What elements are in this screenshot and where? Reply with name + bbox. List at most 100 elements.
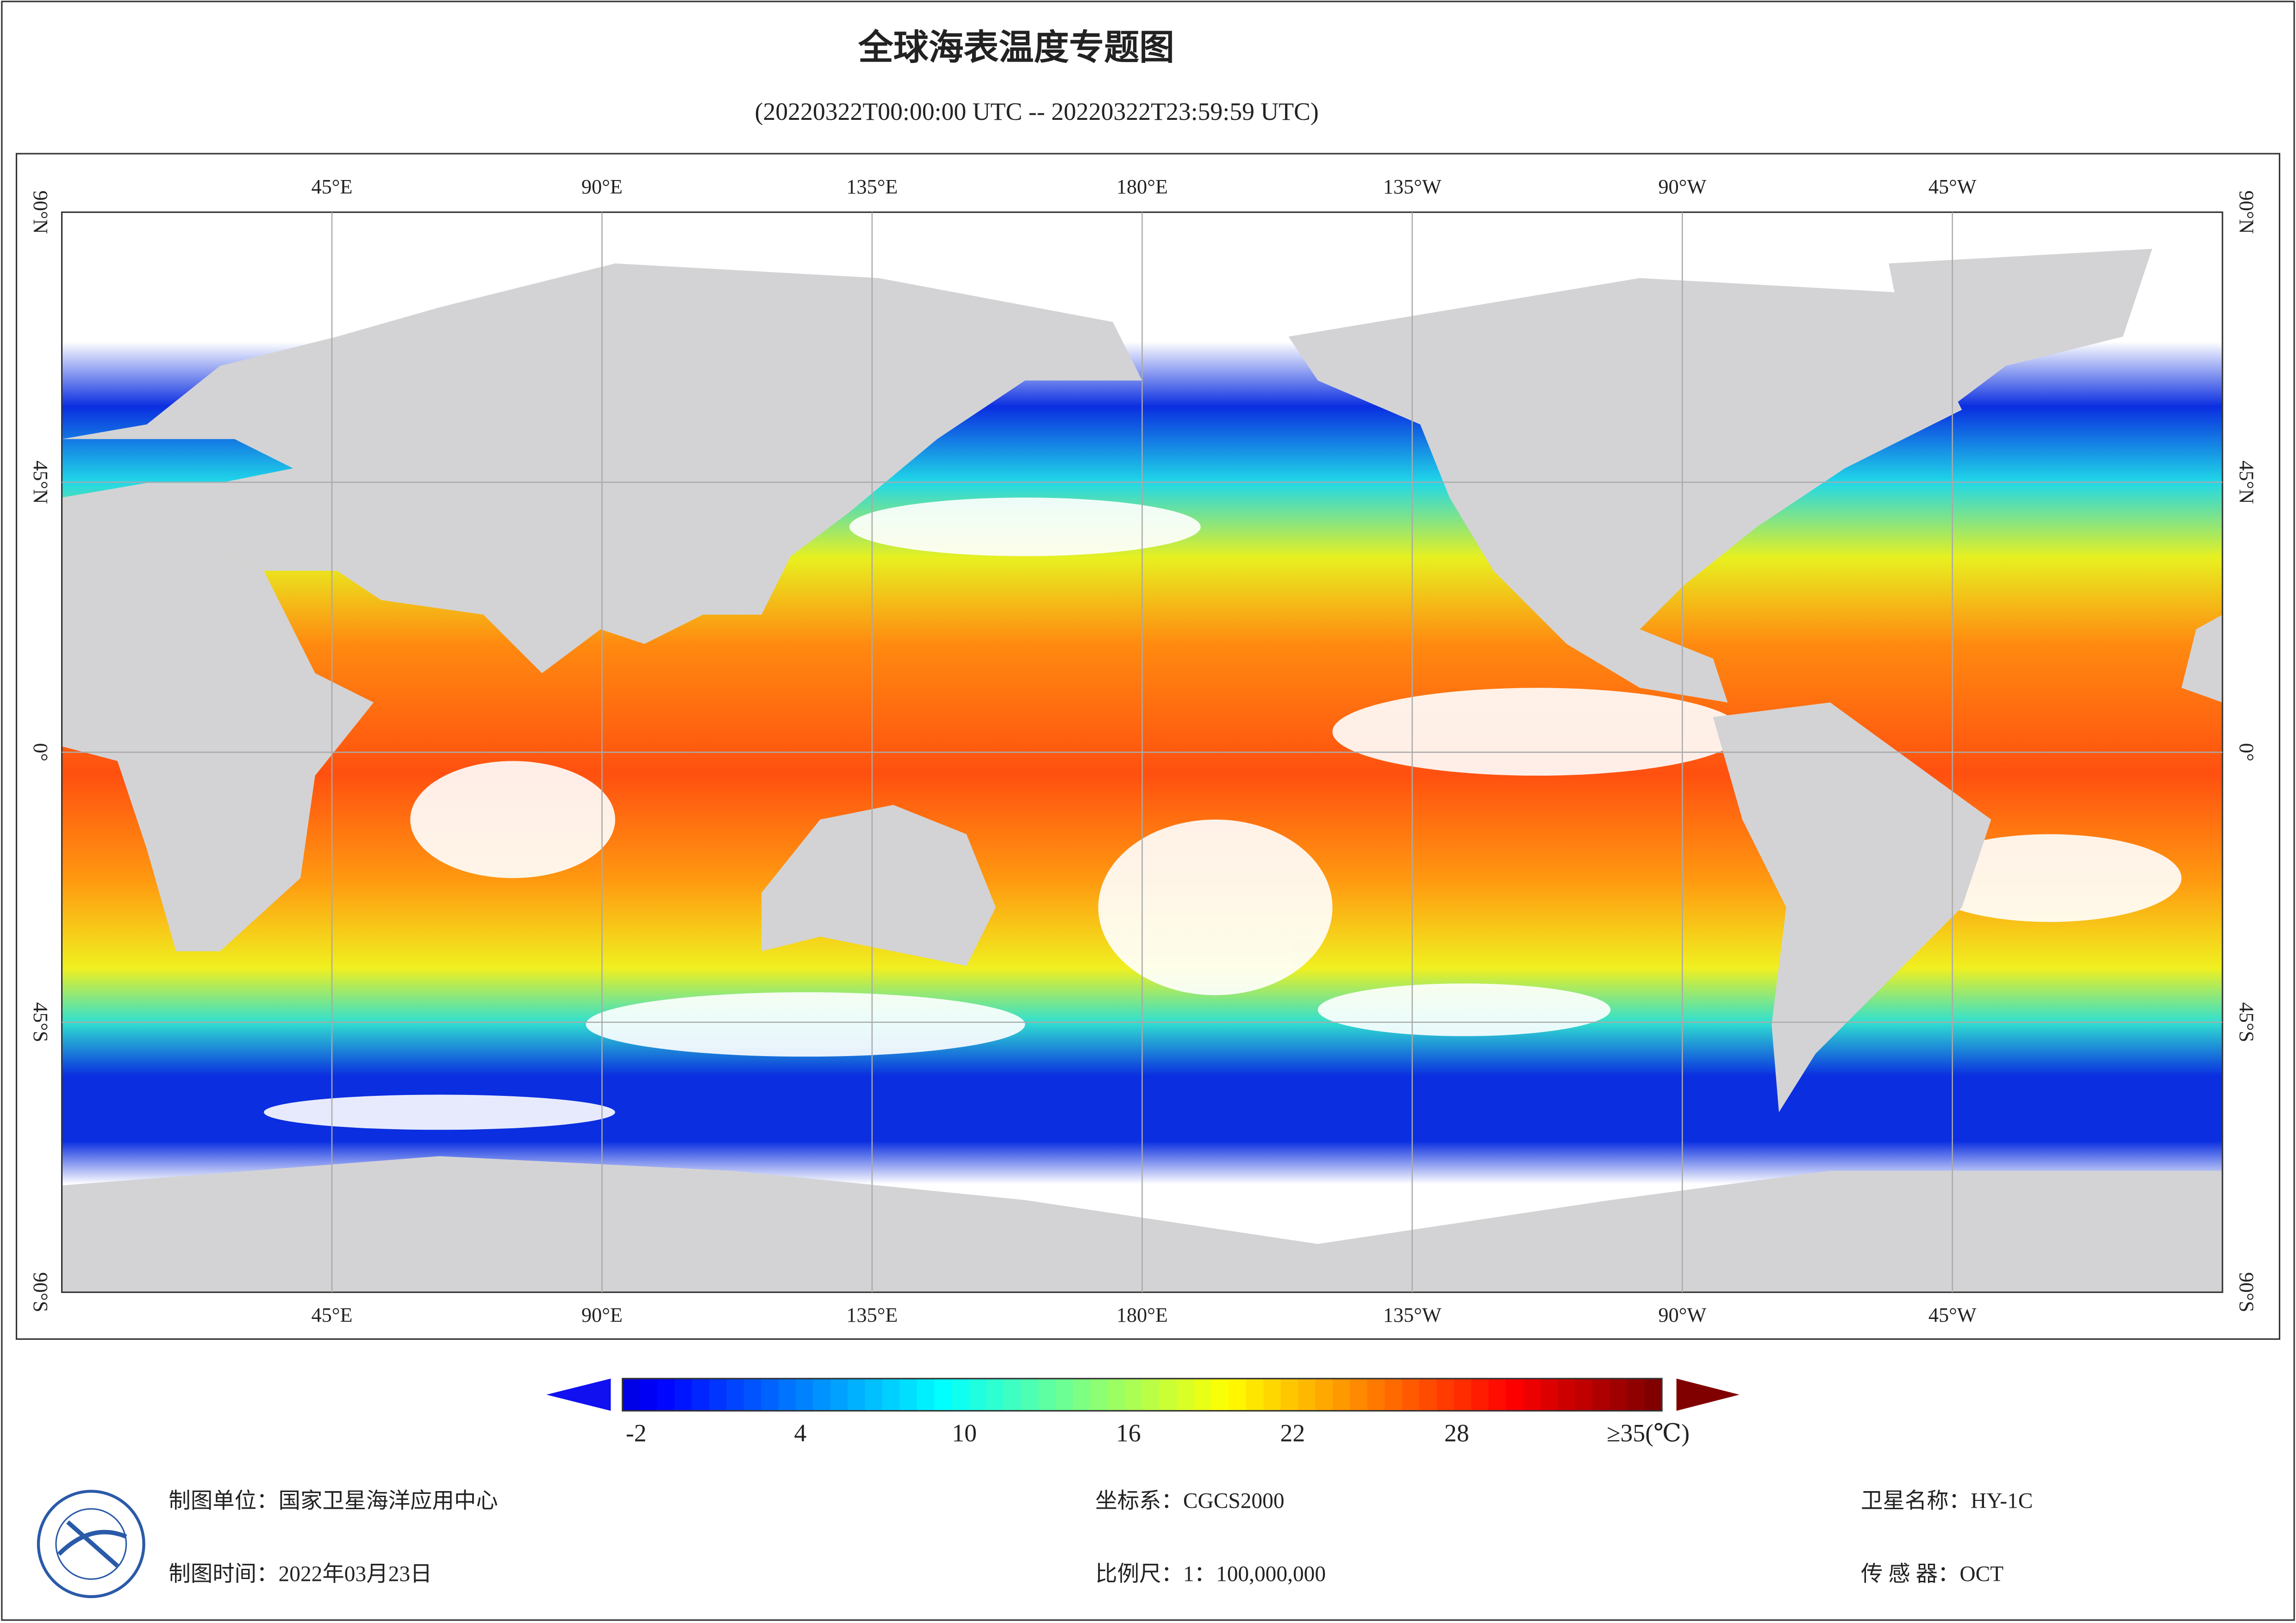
logo-ring bbox=[37, 1490, 145, 1598]
lon-label-bottom: 180°E bbox=[1117, 1304, 1168, 1326]
logo-mark bbox=[57, 1520, 127, 1568]
colorbar-cell bbox=[813, 1378, 831, 1411]
colorbar-cell bbox=[1575, 1378, 1593, 1411]
footer-satellite: 卫星名称：HY-1C bbox=[1861, 1489, 2033, 1513]
colorbar-tick-label: 4 bbox=[794, 1419, 806, 1447]
colorbar-cell bbox=[917, 1378, 935, 1411]
colorbar-cell bbox=[1298, 1378, 1316, 1411]
lon-label-bottom: 90°W bbox=[1658, 1304, 1706, 1326]
colorbar-cell bbox=[692, 1378, 710, 1411]
lat-label-right: 45°S bbox=[2235, 1002, 2258, 1043]
lon-label-top: 135°E bbox=[846, 175, 898, 198]
footer-crs: 坐标系：CGCS2000 bbox=[1095, 1489, 1284, 1513]
colorbar-cell bbox=[778, 1378, 797, 1411]
lat-label-right: 0° bbox=[2235, 743, 2258, 762]
colorbar-cell bbox=[1627, 1378, 1646, 1411]
colorbar-cell bbox=[622, 1378, 641, 1411]
colorbar-cell bbox=[1055, 1378, 1074, 1411]
colorbar-tick-label: 28 bbox=[1444, 1419, 1469, 1447]
footer-scale: 比例尺：1：100,000,000 bbox=[1095, 1562, 1326, 1586]
colorbar-cell bbox=[761, 1378, 780, 1411]
colorbar-cell bbox=[1332, 1378, 1351, 1411]
map-frame bbox=[15, 153, 2281, 1340]
colorbar-frame bbox=[622, 1378, 1663, 1412]
logo bbox=[37, 1490, 145, 1598]
colorbar-cell bbox=[969, 1378, 987, 1411]
footer-date: 制图时间：2022年03月23日 bbox=[168, 1562, 432, 1586]
colorbar-cell bbox=[1246, 1378, 1264, 1411]
lon-label-bottom: 45°W bbox=[1928, 1304, 1977, 1326]
logo-inner bbox=[55, 1508, 127, 1580]
colorbar-cell bbox=[1592, 1378, 1611, 1411]
lat-label-left: 90°S bbox=[29, 1272, 52, 1312]
colorbar-cell bbox=[1177, 1378, 1195, 1411]
lon-label-bottom: 135°E bbox=[846, 1304, 898, 1326]
colorbar-cell bbox=[986, 1378, 1004, 1411]
colorbar-cell bbox=[1280, 1378, 1299, 1411]
colorbar-cell bbox=[726, 1378, 745, 1411]
colorbar-tick-label: ≥35(℃) bbox=[1607, 1419, 1690, 1447]
lat-label-left: 45°S bbox=[29, 1002, 52, 1043]
colorbar-cell bbox=[1124, 1378, 1143, 1411]
clouds bbox=[263, 497, 2182, 1130]
colorbar-cell bbox=[1610, 1378, 1628, 1411]
footer-sensor: 传 感 器：OCT bbox=[1861, 1562, 2003, 1586]
colorbar-cell bbox=[1385, 1378, 1403, 1411]
colorbar-cell bbox=[1488, 1378, 1507, 1411]
colorbar-cell bbox=[1194, 1378, 1212, 1411]
colorbar-cell bbox=[1021, 1378, 1039, 1411]
colorbar-cell bbox=[1038, 1378, 1056, 1411]
colorbar-cell bbox=[1229, 1378, 1247, 1411]
lat-label-right: 90°N bbox=[2235, 191, 2258, 234]
colorbar-cell bbox=[1090, 1378, 1109, 1411]
lon-label-top: 90°W bbox=[1658, 175, 1706, 198]
colorbar-tick-label: 10 bbox=[952, 1419, 977, 1447]
colorbar-cell bbox=[1073, 1378, 1091, 1411]
subtitle: (20220322T00:00:00 UTC -- 20220322T23:59… bbox=[755, 98, 1319, 125]
colorbar-cell bbox=[709, 1378, 727, 1411]
lon-label-bottom: 90°E bbox=[581, 1304, 623, 1326]
colorbar-cell bbox=[1003, 1378, 1022, 1411]
colorbar-cell bbox=[1558, 1378, 1576, 1411]
colorbar-cell bbox=[848, 1378, 866, 1411]
colorbar-tick-label: -2 bbox=[626, 1419, 647, 1447]
lon-label-bottom: 135°W bbox=[1383, 1304, 1441, 1326]
colorbar-cell bbox=[1506, 1378, 1524, 1411]
lat-label-right: 45°N bbox=[2235, 460, 2258, 504]
colorbar-cell bbox=[1541, 1378, 1559, 1411]
colorbar-cell bbox=[743, 1378, 762, 1411]
colorbar-arrow-high bbox=[1676, 1378, 1740, 1411]
colorbar-cell bbox=[934, 1378, 953, 1411]
colorbar-cell bbox=[1107, 1378, 1126, 1411]
colorbar-cell bbox=[1159, 1378, 1178, 1411]
colorbar-cell bbox=[1350, 1378, 1368, 1411]
colorbar-cell bbox=[674, 1378, 693, 1411]
lon-label-top: 45°W bbox=[1928, 175, 1977, 198]
colorbar-cell bbox=[882, 1378, 901, 1411]
colorbar-cell bbox=[1402, 1378, 1420, 1411]
colorbar-cell bbox=[1419, 1378, 1438, 1411]
lat-label-left: 45°N bbox=[29, 460, 52, 504]
colorbar-tick-label: 22 bbox=[1280, 1419, 1305, 1447]
colorbar-cell bbox=[795, 1378, 814, 1411]
colorbar-cell bbox=[1367, 1378, 1385, 1411]
colorbar-cell bbox=[1315, 1378, 1334, 1411]
colorbar-cell bbox=[951, 1378, 970, 1411]
lon-label-bottom: 45°E bbox=[312, 1304, 353, 1326]
colorbar-cell bbox=[1523, 1378, 1541, 1411]
colorbar-cell bbox=[640, 1378, 658, 1411]
colorbar-cell bbox=[657, 1378, 675, 1411]
lon-label-top: 90°E bbox=[581, 175, 623, 198]
lat-label-left: 0° bbox=[29, 743, 52, 762]
colorbar-cell bbox=[1211, 1378, 1230, 1411]
lon-label-top: 135°W bbox=[1383, 175, 1441, 198]
colorbar-cell bbox=[1471, 1378, 1490, 1411]
colorbar-cell bbox=[1142, 1378, 1160, 1411]
title: 全球海表温度专题图 bbox=[858, 27, 1174, 68]
lon-label-top: 180°E bbox=[1117, 175, 1168, 198]
lon-label-top: 45°E bbox=[312, 175, 353, 198]
colorbar-cell bbox=[1454, 1378, 1472, 1411]
footer-unit: 制图单位：国家卫星海洋应用中心 bbox=[168, 1489, 498, 1513]
